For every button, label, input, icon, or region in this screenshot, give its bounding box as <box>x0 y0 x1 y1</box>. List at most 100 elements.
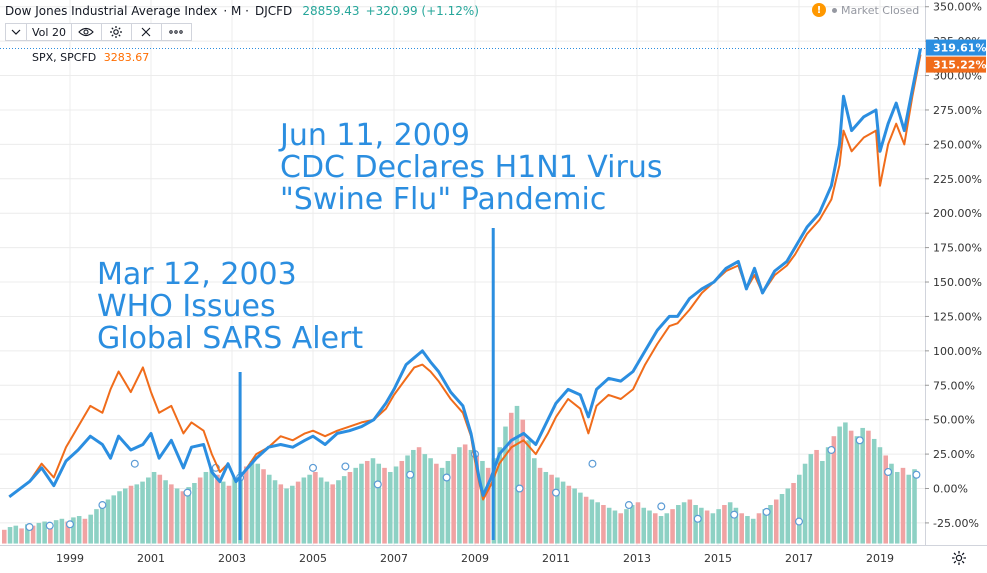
dividend-marker[interactable] <box>912 470 921 479</box>
volume-bar <box>555 477 560 544</box>
volume-bar <box>641 507 647 544</box>
more-icon[interactable] <box>161 23 192 41</box>
volume-bar <box>272 480 278 544</box>
annotation-text: Jun 11, 2009 <box>278 118 470 153</box>
djcfd-series-line[interactable] <box>8 48 922 498</box>
dividend-marker[interactable] <box>373 480 382 489</box>
volume-bar <box>716 509 721 544</box>
x-tick-label: 2001 <box>137 552 165 565</box>
compare-symbol: SPX, SPCFD <box>32 51 97 64</box>
gear-icon[interactable] <box>101 23 132 41</box>
volume-bar <box>157 474 163 544</box>
volume-bar <box>284 488 289 544</box>
volume-bar <box>664 513 670 544</box>
volume-bar <box>416 447 422 544</box>
volume-bar <box>255 463 261 544</box>
volume-bar <box>330 484 335 544</box>
volume-bar <box>192 482 197 544</box>
volume-bar <box>768 505 773 544</box>
dividend-marker[interactable] <box>624 501 633 510</box>
dividend-marker[interactable] <box>827 445 836 454</box>
dividend-marker[interactable] <box>693 514 702 523</box>
volume-bar <box>232 477 238 544</box>
dividend-marker[interactable] <box>551 488 560 497</box>
dividend-marker[interactable] <box>762 507 771 516</box>
dividend-marker[interactable] <box>794 517 803 526</box>
volume-bar <box>53 520 59 544</box>
volume-bar <box>537 467 543 544</box>
volume-bar <box>906 474 912 544</box>
volume-bar <box>900 467 906 544</box>
gear-icon[interactable] <box>951 550 967 566</box>
chevron-down-icon[interactable] <box>5 23 27 41</box>
volume-bar <box>508 412 514 544</box>
dividend-marker[interactable] <box>65 520 74 529</box>
volume-bar <box>681 502 687 544</box>
volume-bar <box>912 469 917 544</box>
annotation-text: Global SARS Alert <box>97 321 363 356</box>
volume-bar <box>866 430 871 544</box>
volume-bar <box>578 492 583 544</box>
y-tick-label: 50.00% <box>933 414 975 427</box>
exclamation-icon[interactable]: ! <box>812 3 826 17</box>
dividend-marker[interactable] <box>130 459 139 468</box>
volume-bar <box>451 454 456 544</box>
dividend-marker[interactable] <box>406 470 415 479</box>
dividend-marker[interactable] <box>588 459 597 468</box>
volume-bar <box>105 499 111 544</box>
last-price: 28859.43 <box>302 4 360 18</box>
dividend-marker[interactable] <box>183 488 192 497</box>
primary-last-label: 319.61% <box>933 42 986 55</box>
dividend-marker[interactable] <box>309 463 318 472</box>
dividend-marker[interactable] <box>442 473 451 482</box>
y-tick-label: -25.00% <box>933 517 979 530</box>
volume-bar <box>399 460 405 544</box>
dividend-marker[interactable] <box>884 467 893 476</box>
y-tick-label: 0.00% <box>933 483 968 496</box>
y-tick-label: 350.00% <box>933 1 982 14</box>
volume-toolbar: Vol 20 <box>5 23 192 41</box>
volume-bar <box>699 507 704 544</box>
dividend-marker[interactable] <box>341 462 350 471</box>
primary-last-label-bg <box>926 39 986 56</box>
volume-bar <box>134 484 140 544</box>
volume-bar <box>2 529 7 544</box>
dividend-marker[interactable] <box>45 521 54 530</box>
eye-icon[interactable] <box>71 23 102 41</box>
volume-bar <box>209 467 214 544</box>
y-axis[interactable]: 350.00%325.00%300.00%275.00%250.00%225.0… <box>925 0 987 573</box>
dividend-marker[interactable] <box>25 523 34 532</box>
dividend-marker[interactable] <box>730 510 739 519</box>
volume-indicator-label[interactable]: Vol 20 <box>27 23 72 41</box>
volume-bar <box>347 471 353 544</box>
volume-bar <box>722 505 727 544</box>
volume-bar <box>629 505 635 544</box>
grid <box>0 0 925 545</box>
compare-legend: SPX, SPCFD 3283.67 <box>32 51 149 64</box>
x-tick-label: 1999 <box>56 552 84 565</box>
annotation-text: "Swine Flu" Pandemic <box>280 182 606 217</box>
compare-last-label-bg <box>926 56 986 73</box>
close-icon[interactable] <box>131 23 162 41</box>
volume-bar <box>307 474 312 544</box>
volume-bar <box>94 509 99 544</box>
dividend-marker[interactable] <box>515 484 524 493</box>
x-axis[interactable]: 1999 2001 2003 2005 2007 2009 2011 2013 2015 2017… <box>0 545 987 566</box>
volume-bar <box>670 509 675 544</box>
volume-bar <box>318 477 324 544</box>
x-tick-label: 2015 <box>704 552 732 565</box>
volume-bar <box>295 481 301 544</box>
dividend-marker[interactable] <box>98 501 107 510</box>
dividend-marker[interactable] <box>657 502 666 511</box>
volume-bar <box>733 507 739 544</box>
x-tick-label: 2009 <box>461 552 489 565</box>
volume-bar <box>249 460 255 544</box>
volume-bar <box>497 447 503 544</box>
y-tick-label: 250.00% <box>933 138 982 151</box>
volume-bar <box>601 505 606 544</box>
volume-bar <box>25 524 30 544</box>
dividend-marker[interactable] <box>855 436 864 445</box>
volume-bar <box>163 480 168 544</box>
volume-bar <box>48 524 53 544</box>
